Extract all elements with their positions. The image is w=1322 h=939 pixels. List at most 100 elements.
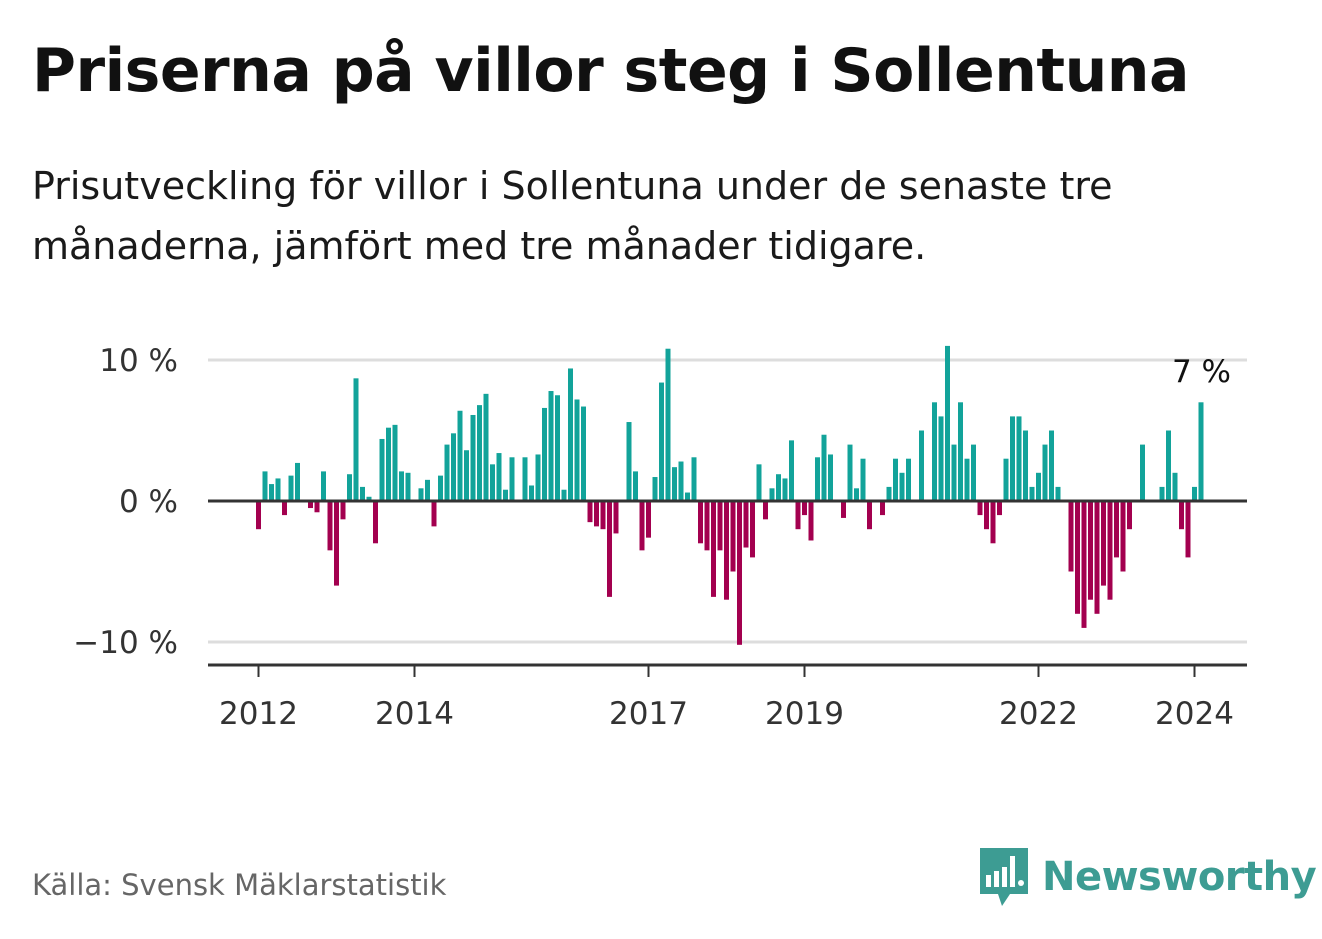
bar — [854, 488, 859, 501]
bar — [432, 501, 437, 526]
bar — [1173, 473, 1178, 501]
bar — [581, 407, 586, 501]
bar — [380, 439, 385, 501]
bar — [887, 487, 892, 501]
newsworthy-logo-icon — [980, 848, 1028, 906]
bar — [718, 501, 723, 550]
bar — [991, 501, 996, 543]
bar — [445, 445, 450, 501]
bar — [867, 501, 872, 529]
bar — [295, 463, 300, 501]
bar — [289, 476, 294, 501]
bar — [932, 402, 937, 501]
bar — [646, 501, 651, 538]
bar — [1088, 501, 1093, 600]
bar — [1010, 416, 1015, 501]
x-tick-label: 2019 — [765, 696, 844, 732]
bar — [841, 501, 846, 518]
bar — [802, 501, 807, 515]
bar — [529, 485, 534, 501]
bar — [393, 425, 398, 501]
last-value-label: 7 % — [1172, 354, 1231, 390]
bar — [1049, 431, 1054, 502]
bar — [399, 471, 404, 501]
x-tick-label: 2022 — [999, 696, 1078, 732]
bar — [341, 501, 346, 519]
bar — [763, 501, 768, 519]
bar — [653, 477, 658, 501]
bar — [978, 501, 983, 515]
bar — [1023, 431, 1028, 502]
bar — [328, 501, 333, 550]
bar — [945, 346, 950, 501]
annotations: 7 % — [1172, 354, 1231, 390]
bar — [542, 408, 547, 501]
bar — [919, 431, 924, 502]
bar — [692, 457, 697, 501]
bar — [549, 391, 554, 501]
bar — [497, 453, 502, 501]
bar — [321, 471, 326, 501]
bar — [971, 445, 976, 501]
bar — [1056, 487, 1061, 501]
x-tick-label: 2012 — [219, 696, 298, 732]
bar — [965, 459, 970, 501]
bar — [458, 411, 463, 501]
bar — [1075, 501, 1080, 614]
newsworthy-logo[interactable]: Newsworthy — [980, 848, 1316, 906]
bar — [334, 501, 339, 586]
bar — [1186, 501, 1191, 557]
bar — [1043, 445, 1048, 501]
bar — [809, 501, 814, 540]
bar — [633, 471, 638, 501]
bar — [315, 501, 320, 512]
bar — [614, 501, 619, 533]
bar — [588, 501, 593, 522]
bar — [263, 471, 268, 501]
bar — [1069, 501, 1074, 572]
bar — [744, 501, 749, 548]
bar — [484, 394, 489, 501]
bar — [406, 473, 411, 501]
bar — [679, 462, 684, 501]
source-note: Källa: Svensk Mäklarstatistik — [32, 868, 446, 902]
bar — [471, 415, 476, 501]
bar — [861, 459, 866, 501]
price-change-bar-chart: 10 %0 %−10 % 2012 2014 2017 2019 2022 2024 7 … — [0, 0, 1322, 939]
y-axis-labels: 10 % 0 % −10 % — [73, 343, 178, 661]
bar — [1101, 501, 1106, 586]
bar — [880, 501, 885, 515]
bar — [776, 474, 781, 501]
bar — [1179, 501, 1184, 529]
bar — [360, 487, 365, 501]
bar — [750, 501, 755, 557]
bar — [276, 478, 281, 501]
bar — [464, 450, 469, 501]
bar — [1095, 501, 1100, 614]
bar — [666, 349, 671, 501]
bar — [997, 501, 1002, 515]
bar — [1114, 501, 1119, 557]
bar — [672, 467, 677, 501]
bar — [1192, 487, 1197, 501]
y-tick-label: 10 % — [99, 343, 178, 379]
bar — [724, 501, 729, 600]
bar — [796, 501, 801, 529]
bar — [789, 440, 794, 501]
bar — [1166, 431, 1171, 502]
bar — [627, 422, 632, 501]
bar — [510, 457, 515, 501]
bar — [256, 501, 261, 529]
bar-series — [256, 346, 1204, 645]
bar — [419, 488, 424, 501]
bar — [757, 464, 762, 501]
bar — [640, 501, 645, 550]
bar — [1127, 501, 1132, 529]
bar — [705, 501, 710, 550]
bar — [1160, 487, 1165, 501]
bar — [575, 399, 580, 501]
bar — [1082, 501, 1087, 628]
bar — [555, 395, 560, 501]
bar — [477, 405, 482, 501]
bar — [425, 480, 430, 501]
